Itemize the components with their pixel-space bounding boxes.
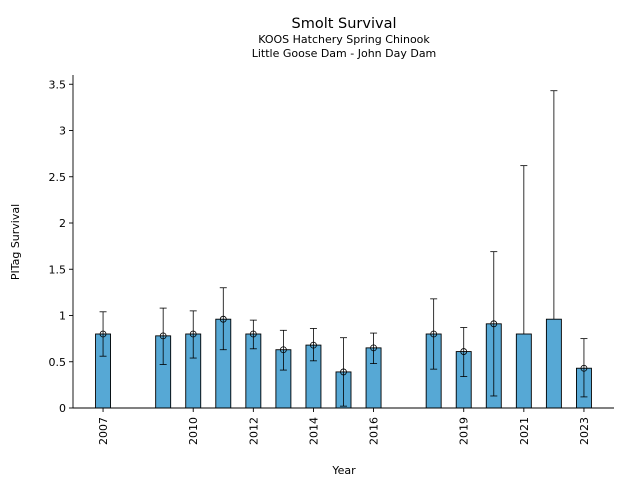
x-tick-label-6: 2021 xyxy=(518,417,531,445)
y-tick-label-3: 1.5 xyxy=(49,263,67,276)
x-tick-label-5: 2019 xyxy=(458,417,471,445)
point-marker-2014 xyxy=(310,341,317,349)
x-tick-label-1: 2010 xyxy=(187,417,200,445)
point-marker-2007 xyxy=(99,330,107,338)
x-axis-label: Year xyxy=(331,464,356,477)
point-marker-2012 xyxy=(249,330,257,338)
point-marker-2016 xyxy=(370,344,377,352)
y-axis-label: PITag Survival xyxy=(9,204,22,280)
y-tick-label-0: 0 xyxy=(59,402,66,415)
x-tick-label-2: 2012 xyxy=(247,417,260,445)
plot-area: 0 0.5 1 1.5 2 2.5 3 3.5 2007 2010 2012 2014 2016 2019… xyxy=(49,75,614,445)
point-marker-2015 xyxy=(340,368,347,376)
chart-subtitle-line-2: Little Goose Dam - John Day Dam xyxy=(252,47,437,60)
point-marker-2011 xyxy=(219,315,227,323)
chart-subtitle-line-1: KOOS Hatchery Spring Chinook xyxy=(258,33,430,46)
x-tick-label-7: 2023 xyxy=(578,417,591,445)
point-marker-2020 xyxy=(490,320,498,328)
x-tick-label-0: 2007 xyxy=(97,417,110,445)
bar-2021 xyxy=(515,333,532,409)
y-tick-label-6: 3 xyxy=(59,125,66,138)
y-tick-label-4: 2 xyxy=(59,217,66,230)
y-tick-label-7: 3.5 xyxy=(49,78,67,91)
chart-title: Smolt Survival xyxy=(292,16,397,32)
point-marker-2019 xyxy=(460,348,468,355)
point-marker-2009 xyxy=(159,332,167,340)
point-marker-2010 xyxy=(189,330,197,338)
point-marker-2023 xyxy=(580,364,588,372)
bar-2022 xyxy=(545,318,562,409)
y-tick-label-1: 0.5 xyxy=(49,356,67,369)
y-tick-label-2: 1 xyxy=(59,310,66,323)
x-tick-label-4: 2016 xyxy=(368,417,381,445)
y-tick-label-5: 2.5 xyxy=(49,171,67,184)
x-tick-label-3: 2014 xyxy=(307,417,320,445)
point-marker-2018 xyxy=(430,330,438,338)
point-marker-2013 xyxy=(279,346,287,354)
